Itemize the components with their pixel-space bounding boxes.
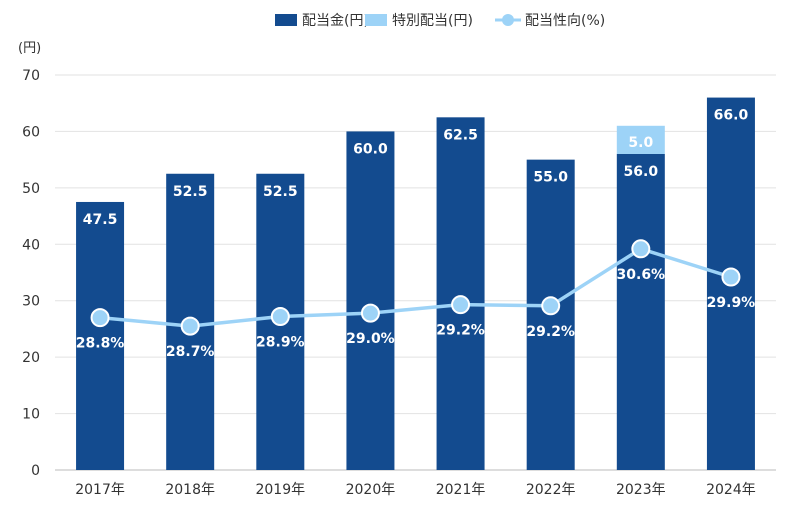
legend-swatch-special [365, 14, 387, 26]
dividend-bar [616, 154, 665, 470]
y-tick-label: 0 [31, 463, 40, 479]
x-tick-label: 2020年 [346, 482, 396, 498]
dividend-bar-label: 60.0 [353, 141, 388, 157]
legend-label-payout: 配当性向(%) [525, 13, 605, 29]
special-dividend-label: 5.0 [628, 135, 653, 151]
y-tick-label: 30 [22, 294, 40, 310]
dividend-bar-label: 56.0 [624, 164, 659, 180]
y-tick-label: 50 [22, 181, 40, 197]
x-tick-label: 2023年 [616, 482, 666, 498]
legend: 配当金(円) 特別配当(円) 配当性向(%) [275, 13, 605, 29]
dividend-bar [436, 117, 485, 471]
dividend-bar-label: 52.5 [263, 184, 298, 200]
dividend-bar-label: 62.5 [443, 127, 478, 143]
dividend-bar-label: 55.0 [533, 170, 568, 186]
dividend-bar [76, 201, 125, 470]
payout-ratio-point [270, 307, 290, 327]
legend-label-dividend: 配当金(円) [302, 13, 369, 29]
payout-ratio-label: 29.2% [436, 323, 485, 339]
y-axis-ticks: 0 10 20 30 40 50 60 70 [22, 68, 40, 479]
y-tick-label: 70 [22, 68, 40, 84]
y-tick-label: 20 [22, 350, 40, 366]
dividend-bar-label: 52.5 [173, 184, 208, 200]
dividend-bar-label: 47.5 [83, 212, 118, 228]
legend-swatch-dividend [275, 14, 297, 26]
y-tick-label: 10 [22, 407, 40, 423]
bars: 47.5 52.5 52.5 60.0 62.5 55.0 56.0 5.0 66.0 [76, 97, 755, 471]
x-tick-label: 2024年 [706, 482, 756, 498]
x-tick-label: 2018年 [165, 482, 215, 498]
payout-ratio-point [90, 308, 110, 328]
special-dividend-bar [616, 125, 665, 154]
payout-ratio-point [360, 303, 380, 323]
x-tick-label: 2017年 [75, 482, 125, 498]
legend-marker-payout [502, 14, 514, 26]
payout-ratio-point [631, 239, 651, 259]
payout-ratio-label: 28.8% [76, 336, 125, 352]
payout-ratio-label: 28.9% [256, 335, 305, 351]
payout-ratio-label: 29.2% [526, 324, 575, 340]
payout-ratio-line: 28.8% 28.7% 28.9% 29.0% 29.2% 29.2% 30.6% 29.9% [76, 239, 756, 360]
gridlines [55, 74, 776, 471]
dividend-bar-label: 66.0 [714, 108, 749, 124]
x-tick-label: 2021年 [436, 482, 486, 498]
y-tick-label: 40 [22, 237, 40, 253]
dividend-bar [346, 131, 395, 470]
payout-ratio-point [180, 316, 200, 336]
x-axis-ticks: 2017年 2018年 2019年 2020年 2021年 2022年 2023年 2024年 [75, 482, 756, 498]
legend-label-special: 特別配当(円) [392, 13, 473, 29]
x-tick-label: 2022年 [526, 482, 576, 498]
x-tick-label: 2019年 [255, 482, 305, 498]
payout-ratio-point [721, 267, 741, 287]
payout-ratio-point [541, 296, 561, 316]
payout-ratio-label: 29.0% [346, 331, 395, 347]
y-axis-unit: (円) [18, 41, 41, 56]
payout-ratio-polyline [99, 247, 732, 328]
payout-ratio-point [451, 295, 471, 315]
payout-ratio-label: 28.7% [166, 344, 215, 360]
payout-ratio-label: 29.9% [707, 295, 756, 311]
y-tick-label: 60 [22, 124, 40, 140]
payout-ratio-label: 30.6% [617, 267, 666, 283]
